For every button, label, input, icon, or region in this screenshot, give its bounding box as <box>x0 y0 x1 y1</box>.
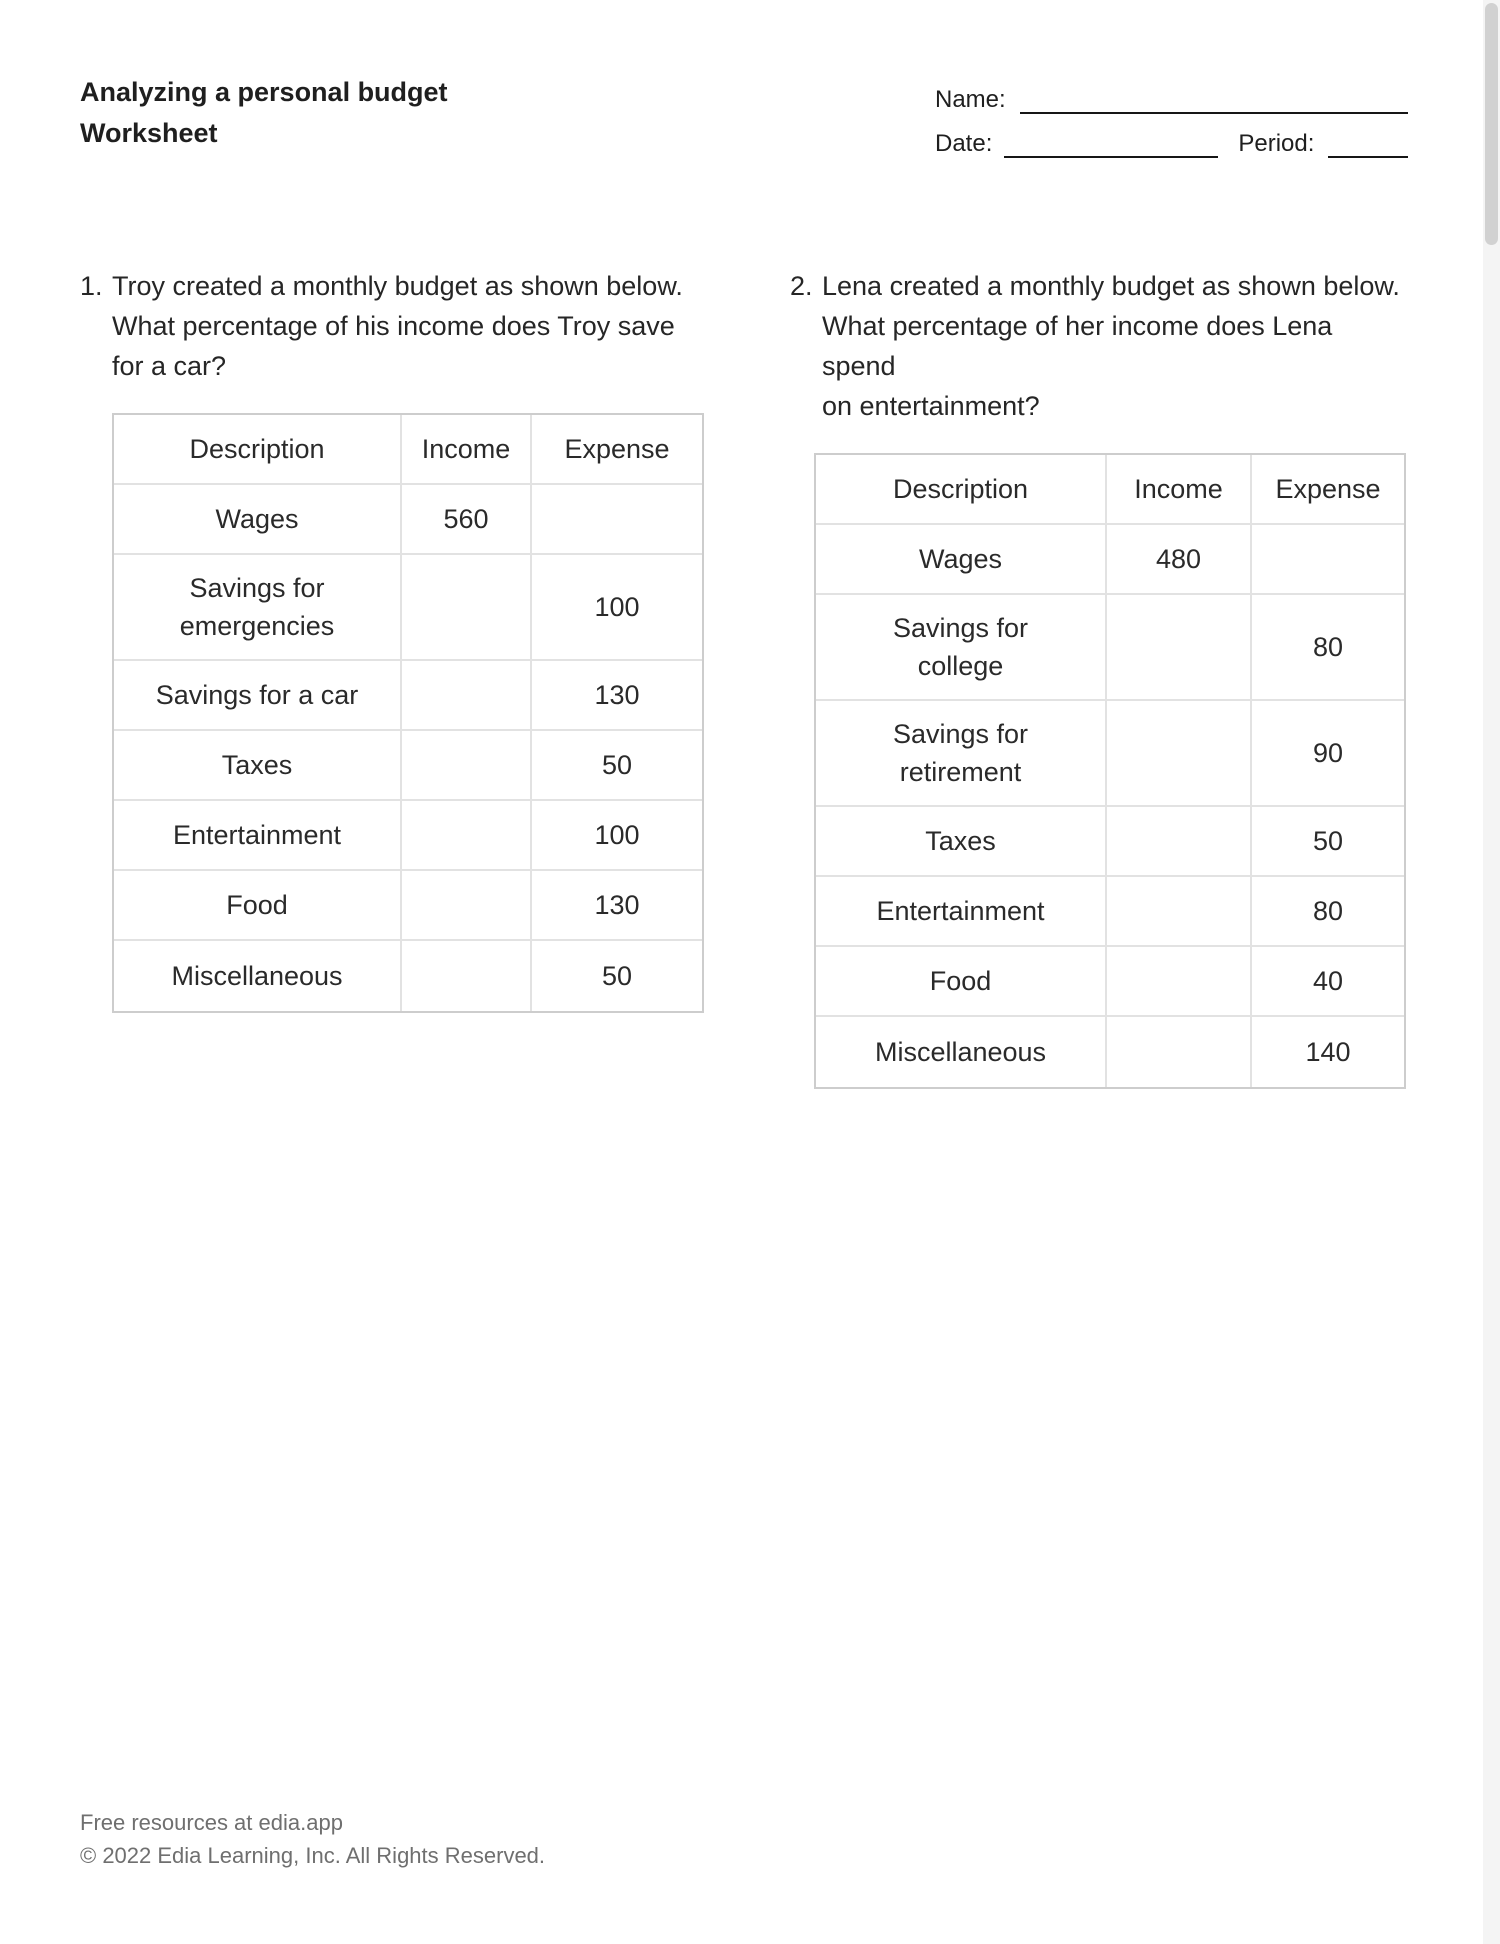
table-cell-income: 480 <box>1107 525 1252 595</box>
table-cell-description: Savings for a car <box>114 661 402 731</box>
table-cell-description: Miscellaneous <box>816 1017 1107 1087</box>
period-blank-line <box>1328 132 1408 158</box>
column-header-expense: Expense <box>532 415 702 485</box>
footer-resources-line: Free resources at edia.app <box>80 1810 343 1835</box>
table-cell-income <box>402 731 532 801</box>
table-cell-income <box>402 871 532 941</box>
table-cell-income <box>1107 701 1252 807</box>
table-cell-expense: 50 <box>601 961 633 991</box>
table-cell-expense: 40 <box>1252 947 1404 1017</box>
problem-2: 2. Lena created a monthly budget as show… <box>790 266 1412 1089</box>
student-info-fields: Name: Date: Period: <box>935 84 1408 158</box>
table-cell-expense: 130 <box>532 871 702 941</box>
name-label: Name: <box>935 86 1006 113</box>
table-row: Savings for emergencies 100 <box>114 555 702 661</box>
table-cell-income <box>402 941 532 1011</box>
column-header-income: Income <box>1107 455 1252 525</box>
page-title: Analyzing a personal budget Worksheet <box>80 72 448 154</box>
table-cell-description: Savings for retirement <box>816 701 1107 807</box>
page-title-line1: Analyzing a personal budget <box>80 77 448 107</box>
table-header-row: Description Income Expense <box>816 455 1404 525</box>
table-cell-description: Savings for emergencies <box>114 555 402 661</box>
table-cell-income <box>1107 1017 1252 1087</box>
table-cell-expense <box>1252 525 1404 595</box>
column-header-income: Income <box>402 415 532 485</box>
table-cell-expense: 100 <box>532 555 702 661</box>
table-header-row: Description Income Expense <box>114 415 702 485</box>
table-cell-description: Food <box>114 871 402 941</box>
table-row: Taxes 50 <box>114 731 702 801</box>
table-row: Miscellaneous 50 <box>114 941 702 1011</box>
column-header-expense: Expense <box>1252 455 1404 525</box>
table-row: Savings for retirement 90 <box>816 701 1404 807</box>
table-row: Miscellaneous 140 <box>816 1017 1404 1087</box>
table-cell-expense: 80 <box>1252 877 1404 947</box>
table-cell-expense: 80 <box>1252 595 1404 701</box>
footer-copyright-line: © 2022 Edia Learning, Inc. All Rights Re… <box>80 1843 546 1868</box>
budget-table-lena: Description Income Expense Wages 480 Savin… <box>814 453 1406 1089</box>
column-header-description: Description <box>114 415 402 485</box>
table-row: Food 40 <box>816 947 1404 1017</box>
table-cell-description: Taxes <box>816 807 1107 877</box>
problem-1-question: 1. Troy created a monthly budget as show… <box>80 266 708 386</box>
period-label: Period: <box>1238 130 1315 157</box>
name-blank-line <box>1019 88 1408 114</box>
problem-1-number: 1. <box>80 271 103 301</box>
table-cell-expense <box>532 485 702 555</box>
table-cell-expense: 140 <box>1305 1037 1351 1067</box>
date-blank-line <box>1004 132 1219 158</box>
table-cell-income <box>402 801 532 871</box>
table-cell-expense: 100 <box>532 801 702 871</box>
table-cell-description: Savings for college <box>816 595 1107 701</box>
table-cell-income <box>1107 947 1252 1017</box>
table-cell-description: Wages <box>114 485 402 555</box>
table-row: Entertainment 100 <box>114 801 702 871</box>
table-row: Wages 560 <box>114 485 702 555</box>
table-row: Taxes 50 <box>816 807 1404 877</box>
column-header-description: Description <box>816 455 1107 525</box>
table-cell-expense: 90 <box>1252 701 1404 807</box>
table-cell-description: Taxes <box>114 731 402 801</box>
table-cell-income <box>402 661 532 731</box>
table-row: Food 130 <box>114 871 702 941</box>
problem-1: 1. Troy created a monthly budget as show… <box>80 266 708 1013</box>
vertical-scrollbar-thumb[interactable] <box>1485 3 1498 245</box>
table-cell-income: 560 <box>402 485 532 555</box>
problem-2-text: Lena created a monthly budget as shown b… <box>822 271 1400 421</box>
table-cell-income <box>1107 595 1252 701</box>
table-row: Wages 480 <box>816 525 1404 595</box>
date-period-field-row: Date: Period: <box>935 128 1408 158</box>
table-cell-description: Wages <box>816 525 1107 595</box>
table-cell-income <box>1107 877 1252 947</box>
name-field-row: Name: <box>935 84 1408 114</box>
problem-2-question: 2. Lena created a monthly budget as show… <box>790 266 1412 426</box>
table-cell-expense: 130 <box>532 661 702 731</box>
problem-2-number: 2. <box>790 271 813 301</box>
table-cell-income <box>1107 807 1252 877</box>
table-row: Savings for college 80 <box>816 595 1404 701</box>
page-footer: Free resources at edia.app © 2022 Edia L… <box>80 1806 545 1872</box>
table-cell-expense: 50 <box>532 731 702 801</box>
budget-table-troy: Description Income Expense Wages 560 Savin… <box>112 413 704 1013</box>
page-title-line2: Worksheet <box>80 118 218 148</box>
table-cell-income <box>402 555 532 661</box>
problem-1-text: Troy created a monthly budget as shown b… <box>112 271 683 381</box>
table-cell-description: Entertainment <box>114 801 402 871</box>
vertical-scrollbar-track[interactable] <box>1483 0 1500 1944</box>
date-label: Date: <box>935 130 993 157</box>
table-cell-description: Food <box>816 947 1107 1017</box>
table-row: Entertainment 80 <box>816 877 1404 947</box>
table-cell-description: Miscellaneous <box>114 941 402 1011</box>
table-cell-expense: 50 <box>1252 807 1404 877</box>
table-cell-description: Entertainment <box>816 877 1107 947</box>
table-row: Savings for a car 130 <box>114 661 702 731</box>
